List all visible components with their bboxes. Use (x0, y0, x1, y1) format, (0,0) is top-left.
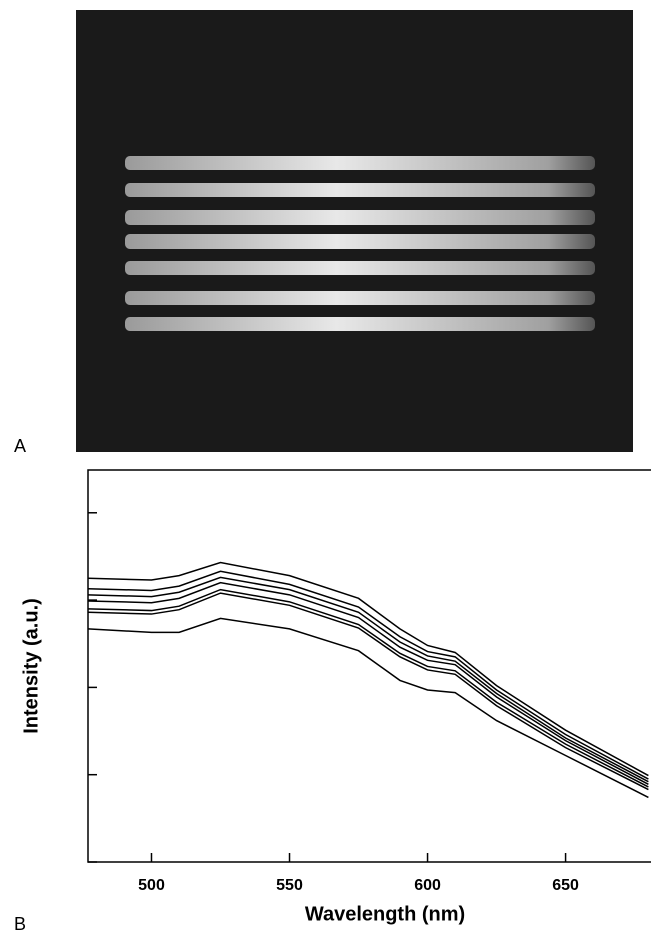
x-tick-label: 600 (414, 877, 441, 894)
panel-label: B (14, 914, 26, 934)
stripe (125, 210, 595, 225)
spectrum-line (87, 561, 649, 777)
x-tick-label: 550 (276, 877, 303, 894)
panel-label: A (14, 436, 26, 456)
stripe (125, 261, 595, 275)
spectrum-line (87, 581, 649, 785)
x-tick-label: 500 (138, 877, 165, 894)
spectrum-line (87, 617, 649, 799)
stripe (125, 291, 595, 305)
micrograph (76, 10, 633, 452)
stripe (125, 234, 595, 249)
spectrum-line (87, 576, 649, 783)
spectrum-line (87, 592, 649, 791)
stripe (125, 183, 595, 197)
spectrum-line (87, 588, 649, 788)
x-axis-title: Wavelength (nm) (305, 903, 465, 925)
plot-frame (87, 469, 651, 863)
y-axis-title: Intensity (a.u.) (20, 598, 42, 734)
x-tick-label: 650 (552, 877, 579, 894)
stripe (125, 317, 595, 331)
spectrum-line (87, 570, 649, 780)
image-background (76, 10, 633, 452)
stripe (125, 156, 595, 170)
